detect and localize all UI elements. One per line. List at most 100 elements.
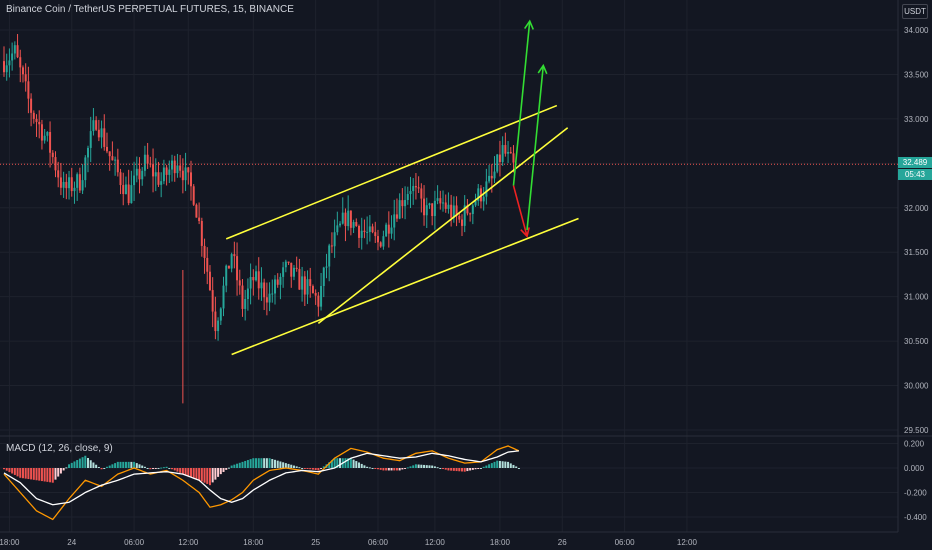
macd-histogram-bar	[130, 461, 133, 468]
candle-body	[27, 81, 30, 99]
candle-body	[352, 222, 355, 228]
candle-body	[217, 320, 220, 332]
currency-button[interactable]: USDT	[902, 4, 928, 19]
time-axis-label: 18:00	[490, 538, 511, 547]
macd-histogram-bar	[97, 466, 100, 468]
candle-body	[314, 293, 317, 296]
macd-histogram-bar	[179, 468, 182, 473]
candle-body	[252, 277, 255, 281]
macd-histogram-bar	[450, 468, 453, 471]
candle-body	[103, 128, 106, 147]
candle-body	[143, 154, 146, 171]
candle-body	[425, 205, 428, 216]
macd-histogram-bar	[368, 467, 371, 469]
macd-indicator-label[interactable]: MACD (12, 26, close, 9)	[6, 443, 113, 454]
candle-body	[282, 267, 285, 277]
candle-body	[184, 167, 187, 181]
macd-axis-label: 0.200	[904, 440, 925, 449]
macd-histogram-bar	[488, 464, 491, 468]
macd-histogram-bar	[458, 468, 461, 472]
macd-histogram-bar	[322, 466, 325, 468]
candle-body	[455, 205, 458, 216]
macd-histogram-bar	[303, 468, 306, 469]
candle-body	[127, 184, 130, 204]
trend-line	[225, 104, 558, 240]
candle-body	[414, 186, 417, 188]
macd-histogram-bar	[89, 460, 92, 468]
candle-body	[330, 245, 333, 247]
candle-body	[325, 266, 328, 268]
candle-body	[97, 129, 100, 138]
candle-body	[501, 145, 504, 163]
candle-body	[65, 181, 68, 189]
candle-body	[504, 145, 507, 154]
macd-histogram-bar	[152, 468, 155, 469]
macd-histogram-bar	[412, 465, 415, 468]
macd-histogram-bar	[515, 466, 518, 468]
macd-histogram-bar	[165, 466, 168, 468]
macd-histogram-bar	[485, 465, 488, 468]
macd-histogram-bar	[105, 466, 108, 468]
candle-body	[317, 295, 320, 307]
candle-body	[279, 276, 282, 285]
macd-axis-label: -0.400	[904, 513, 927, 522]
macd-histogram-bar	[282, 462, 285, 468]
candle-body	[493, 171, 496, 179]
macd-histogram-bar	[92, 462, 95, 468]
candle-body	[24, 74, 27, 82]
candle-body	[13, 45, 16, 54]
candle-body	[16, 45, 19, 58]
candle-body	[387, 224, 390, 234]
macd-axis-label: 0.000	[904, 464, 925, 473]
macd-axis-label: -0.200	[904, 489, 927, 498]
candle-body	[84, 157, 87, 181]
macd-histogram-bar	[230, 465, 233, 468]
macd-histogram-bar	[114, 463, 117, 468]
macd-histogram-bar	[479, 468, 482, 469]
macd-histogram-bar	[68, 464, 71, 468]
macd-histogram-bar	[268, 458, 271, 468]
macd-histogram-bar	[423, 464, 426, 468]
macd-histogram-bar	[100, 468, 103, 470]
candle-body	[412, 186, 415, 192]
candle-body	[290, 262, 293, 277]
macd-histogram-bar	[295, 466, 298, 468]
candle-body	[165, 167, 168, 175]
candle-body	[114, 159, 117, 161]
macd-histogram-bar	[314, 468, 317, 471]
macd-histogram-bar	[219, 468, 222, 475]
candle-body	[76, 174, 79, 188]
projection-arrow	[512, 185, 528, 237]
macd-histogram-bar	[195, 468, 198, 480]
time-axis-label: 12:00	[677, 538, 698, 547]
macd-histogram-bar	[317, 468, 320, 471]
macd-histogram-bar	[168, 468, 171, 469]
macd-histogram-bar	[84, 455, 87, 468]
candle-body	[417, 187, 420, 189]
macd-histogram-bar	[482, 466, 485, 468]
macd-histogram-bar	[382, 468, 385, 471]
macd-histogram-bar	[95, 464, 98, 468]
macd-histogram-bar	[306, 468, 309, 469]
price-axis-label: 29.500	[904, 426, 929, 435]
macd-histogram-bar	[371, 468, 374, 469]
candle-body	[498, 154, 501, 163]
time-axis-label: 24	[67, 538, 76, 547]
macd-histogram-bar	[173, 468, 176, 471]
macd-histogram-bar	[257, 458, 260, 468]
macd-histogram-bar	[27, 468, 30, 480]
candle-body	[336, 225, 339, 233]
candle-body	[168, 169, 171, 175]
candle-body	[122, 185, 125, 195]
macd-histogram-bar	[263, 458, 266, 468]
candle-body	[469, 213, 472, 215]
candle-body	[222, 285, 225, 309]
candle-body	[460, 219, 463, 226]
macd-histogram-bar	[509, 463, 512, 468]
macd-histogram-bar	[62, 468, 65, 471]
macd-histogram-bar	[358, 462, 361, 468]
candle-body	[482, 196, 485, 202]
candle-body	[433, 200, 436, 217]
candle-body	[206, 257, 209, 272]
